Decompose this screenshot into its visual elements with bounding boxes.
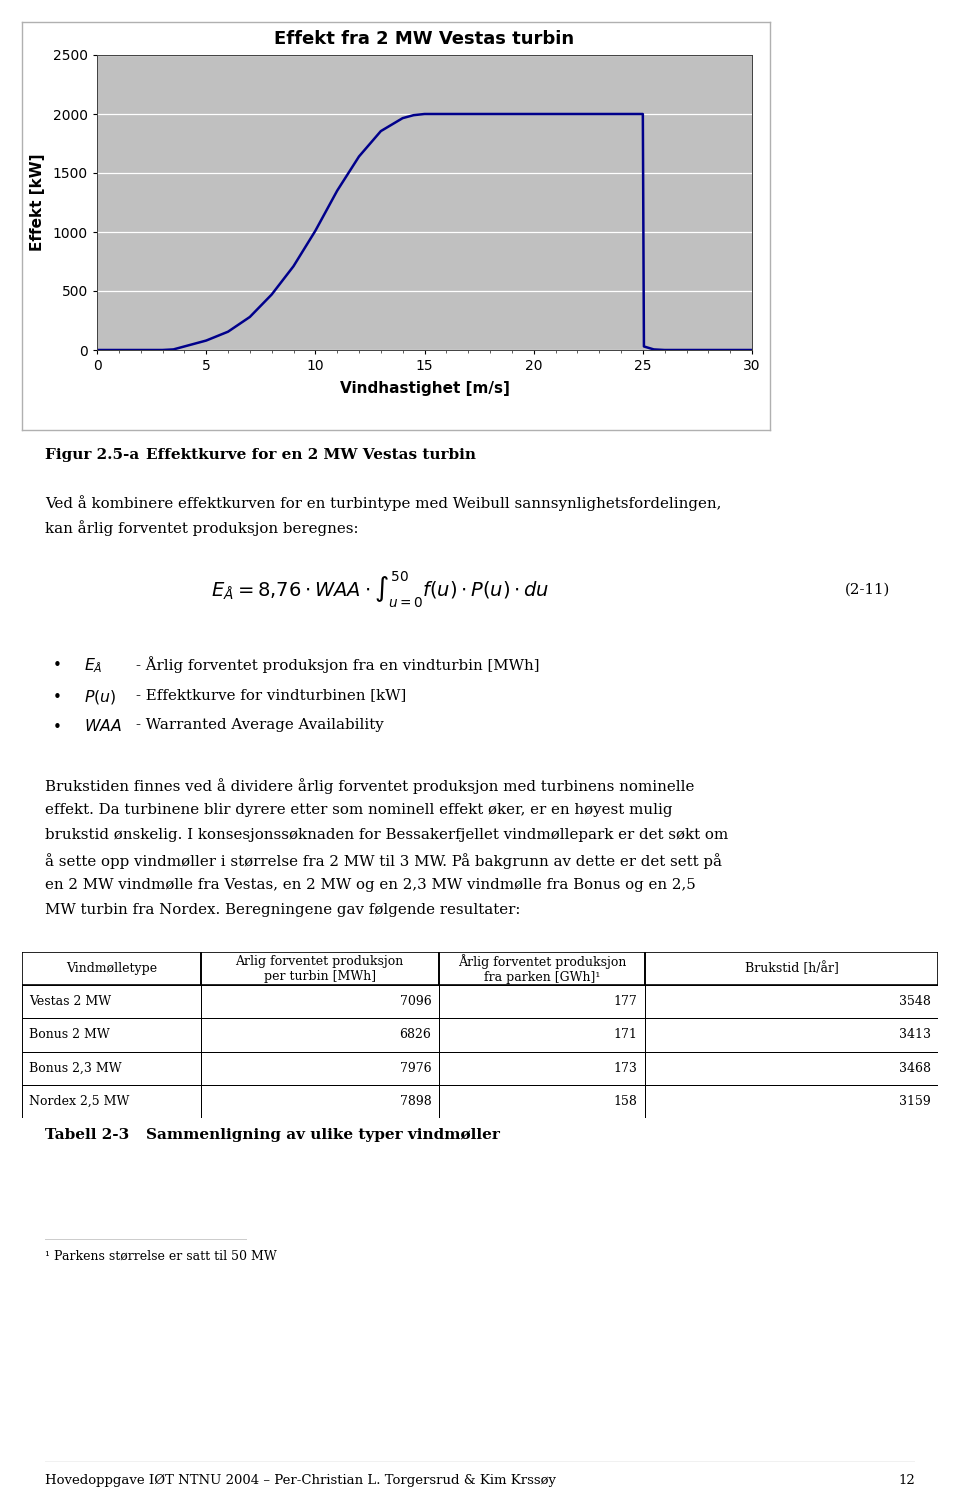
Text: 173: 173: [613, 1062, 637, 1075]
Text: - Effektkurve for vindturbinen [kW]: - Effektkurve for vindturbinen [kW]: [136, 687, 407, 702]
Text: - Warranted Average Availability: - Warranted Average Availability: [136, 717, 384, 732]
Text: •: •: [53, 690, 61, 705]
Text: Arlig forventet produksjon
per turbin [MWh]: Arlig forventet produksjon per turbin [M…: [235, 955, 404, 982]
Text: brukstid ønskelig. I konsesjonssøknaden for Bessakerfjellet vindmøllepark er det: brukstid ønskelig. I konsesjonssøknaden …: [45, 829, 729, 842]
Text: 158: 158: [613, 1095, 637, 1108]
Text: •: •: [53, 659, 61, 672]
Y-axis label: Effekt [kW]: Effekt [kW]: [30, 153, 44, 251]
Text: MW turbin fra Nordex. Beregningene gav følgende resultater:: MW turbin fra Nordex. Beregningene gav f…: [45, 902, 520, 917]
Text: •: •: [53, 720, 61, 735]
Text: Effektkurve for en 2 MW Vestas turbin: Effektkurve for en 2 MW Vestas turbin: [146, 448, 476, 462]
Text: Bonus 2 MW: Bonus 2 MW: [30, 1029, 110, 1041]
Text: 3159: 3159: [899, 1095, 930, 1108]
Text: kan årlig forventet produksjon beregnes:: kan årlig forventet produksjon beregnes:: [45, 520, 359, 535]
Text: 7976: 7976: [399, 1062, 431, 1075]
Text: Figur 2.5-a: Figur 2.5-a: [45, 448, 139, 462]
Text: $E_{\AA} = 8{,}76 \cdot WAA \cdot \int_{u=0}^{50} f(u) \cdot P(u) \cdot du$: $E_{\AA} = 8{,}76 \cdot WAA \cdot \int_{…: [211, 570, 550, 611]
Text: Hovedoppgave IØT NTNU 2004 – Per-Christian L. Torgersrud & Kim Krssøy: Hovedoppgave IØT NTNU 2004 – Per-Christi…: [45, 1474, 556, 1487]
Text: 3548: 3548: [899, 996, 930, 1008]
Text: Ved å kombinere effektkurven for en turbintype med Weibull sannsynlighetsfordeli: Ved å kombinere effektkurven for en turb…: [45, 495, 722, 511]
Text: 3413: 3413: [899, 1029, 930, 1041]
Text: Nordex 2,5 MW: Nordex 2,5 MW: [30, 1095, 130, 1108]
Text: Sammenligning av ulike typer vindmøller: Sammenligning av ulike typer vindmøller: [146, 1128, 500, 1142]
Text: effekt. Da turbinene blir dyrere etter som nominell effekt øker, er en høyest mu: effekt. Da turbinene blir dyrere etter s…: [45, 803, 673, 817]
Text: 177: 177: [613, 996, 637, 1008]
Text: Brukstid [h/år]: Brukstid [h/år]: [745, 961, 838, 976]
Text: 7898: 7898: [399, 1095, 431, 1108]
Text: - Årlig forventet produksjon fra en vindturbin [MWh]: - Årlig forventet produksjon fra en vind…: [136, 656, 540, 672]
Text: $P(u)$: $P(u)$: [84, 687, 116, 705]
Text: Tabell 2-3: Tabell 2-3: [45, 1128, 130, 1142]
Text: Bonus 2,3 MW: Bonus 2,3 MW: [30, 1062, 122, 1075]
Text: Vestas 2 MW: Vestas 2 MW: [30, 996, 111, 1008]
Text: Vindmølletype: Vindmølletype: [65, 963, 156, 975]
Text: 3468: 3468: [899, 1062, 930, 1075]
Text: en 2 MW vindmølle fra Vestas, en 2 MW og en 2,3 MW vindmølle fra Bonus og en 2,5: en 2 MW vindmølle fra Vestas, en 2 MW og…: [45, 878, 696, 892]
Text: 12: 12: [899, 1474, 915, 1487]
Text: 7096: 7096: [399, 996, 431, 1008]
Text: 171: 171: [613, 1029, 637, 1041]
Text: 6826: 6826: [399, 1029, 431, 1041]
Text: å sette opp vindmøller i størrelse fra 2 MW til 3 MW. På bakgrunn av dette er de: å sette opp vindmøller i størrelse fra 2…: [45, 853, 722, 869]
Text: Brukstiden finnes ved å dividere årlig forventet produksjon med turbinens nomine: Brukstiden finnes ved å dividere årlig f…: [45, 778, 694, 794]
Text: ¹ Parkens størrelse er satt til 50 MW: ¹ Parkens størrelse er satt til 50 MW: [45, 1250, 276, 1263]
Text: Årlig forventet produksjon
fra parken [GWh]¹: Årlig forventet produksjon fra parken [G…: [458, 954, 626, 984]
X-axis label: Vindhastighet [m/s]: Vindhastighet [m/s]: [340, 382, 510, 397]
Text: $WAA$: $WAA$: [84, 717, 122, 734]
Text: $E_{\AA}$: $E_{\AA}$: [84, 656, 102, 675]
Text: (2-11): (2-11): [845, 584, 890, 597]
Title: Effekt fra 2 MW Vestas turbin: Effekt fra 2 MW Vestas turbin: [275, 30, 575, 48]
